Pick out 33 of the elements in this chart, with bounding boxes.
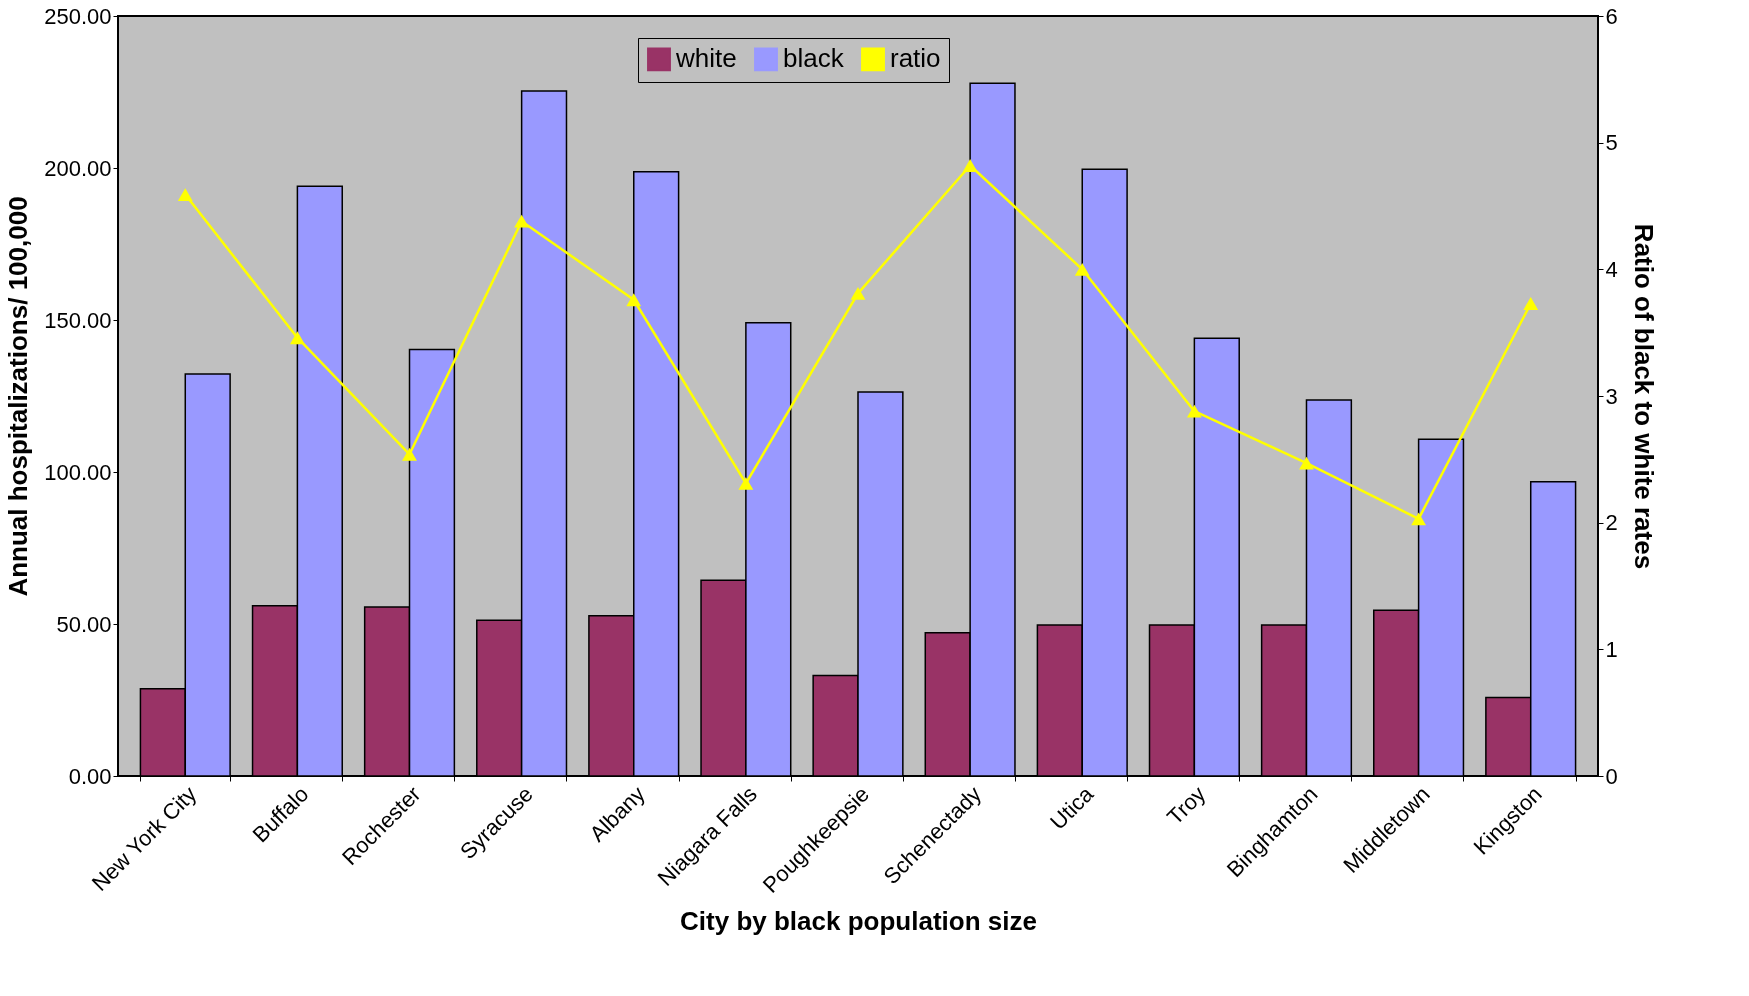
legend-label: white — [675, 43, 737, 74]
y2-tick-label: 2 — [1605, 510, 1618, 536]
y2-tick-label: 1 — [1605, 636, 1618, 662]
point — [514, 214, 530, 228]
point — [1299, 456, 1314, 470]
point — [1523, 297, 1539, 310]
point — [850, 286, 866, 300]
y-axis-title: Annual hospitalizations/ 100,000 — [3, 196, 34, 597]
y-tick-label: 0.00 — [68, 763, 112, 789]
legend-label: black — [783, 43, 845, 74]
x-axis-title: City by black population size — [680, 905, 1037, 936]
point — [177, 188, 193, 202]
point — [1186, 404, 1202, 418]
y-tick-label: 100.00 — [44, 459, 112, 485]
y2-tick-label: 5 — [1605, 130, 1618, 156]
y-tick-label: 200.00 — [44, 155, 112, 181]
point — [1411, 512, 1427, 526]
point — [289, 331, 305, 345]
y-tick-label: 50.00 — [56, 611, 112, 637]
y2-tick-label: 6 — [1605, 3, 1618, 29]
point — [738, 476, 754, 490]
y-tick-label: 250.00 — [44, 3, 112, 29]
point — [402, 447, 417, 461]
y-tick-label: 150.00 — [44, 307, 112, 333]
y2-tick-label: 3 — [1605, 383, 1618, 409]
point — [962, 159, 978, 172]
y2-tick-label: 0 — [1605, 763, 1618, 789]
legend-label: ratio — [890, 43, 941, 74]
y2-tick-label: 4 — [1605, 256, 1618, 282]
y2-axis-title: Ratio of black to white rates — [1628, 223, 1659, 570]
point — [1074, 262, 1090, 276]
point — [626, 293, 642, 307]
x-tick-label: Troy — [1162, 781, 1211, 830]
